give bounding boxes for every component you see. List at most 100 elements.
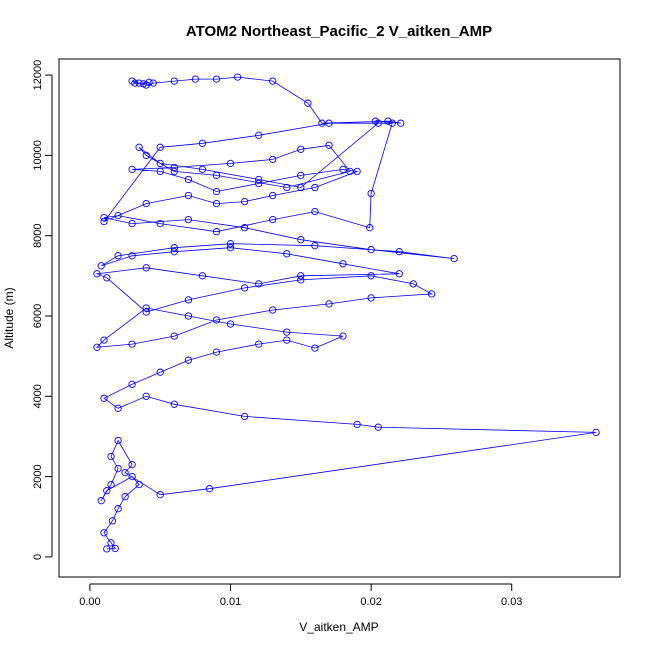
chart-title: ATOM2 Northeast_Pacific_2 V_aitken_AMP — [186, 23, 492, 40]
data-point — [184, 215, 193, 224]
data-point — [100, 394, 108, 402]
data-point — [395, 248, 403, 256]
data-point — [107, 539, 115, 547]
data-point — [212, 228, 221, 236]
data-point — [409, 280, 417, 288]
data-point — [121, 493, 129, 501]
y-tick-label: 4000 — [32, 384, 44, 408]
data-point — [395, 270, 403, 278]
data-point — [170, 77, 178, 85]
data-point — [255, 179, 263, 188]
data-point — [108, 517, 117, 525]
data-point — [156, 368, 164, 376]
data-point — [226, 244, 235, 252]
data-point — [170, 332, 178, 340]
data-point — [269, 155, 277, 164]
data-point — [135, 143, 143, 151]
data-point — [371, 117, 380, 125]
data-point — [283, 328, 291, 336]
data-point — [304, 99, 312, 107]
data-point — [240, 284, 249, 292]
data-point — [384, 117, 392, 125]
data-point — [283, 183, 291, 192]
y-tick-label: 2000 — [32, 464, 44, 488]
data-point — [114, 404, 122, 412]
data-point — [142, 308, 150, 316]
data-point — [297, 272, 305, 280]
plot-area — [93, 73, 600, 553]
data-point — [156, 143, 164, 151]
data-point — [103, 545, 111, 553]
data-point — [311, 344, 319, 352]
data-point — [107, 452, 115, 461]
data-point — [142, 151, 150, 160]
data-point — [114, 211, 122, 220]
data-point — [93, 343, 101, 351]
data-point — [131, 79, 139, 87]
data-point — [114, 252, 122, 260]
data-point — [212, 316, 221, 324]
y-axis-label: Altitude (m) — [2, 287, 16, 348]
data-point — [170, 248, 178, 256]
data-point — [233, 73, 242, 81]
data-point — [325, 119, 333, 127]
data-point — [397, 119, 405, 127]
series-line — [95, 76, 597, 550]
data-point — [212, 75, 221, 83]
x-tick-label: 0.00 — [79, 596, 100, 608]
data-point — [367, 189, 375, 198]
data-point — [353, 420, 361, 429]
data-point — [388, 119, 396, 127]
data-point — [103, 487, 111, 495]
data-point — [142, 199, 150, 208]
data-point — [156, 159, 164, 168]
data-point — [367, 272, 375, 280]
data-point — [269, 306, 277, 314]
data-point — [269, 77, 277, 85]
data-point — [145, 78, 153, 86]
y-tick-label: 12000 — [32, 60, 44, 91]
data-point — [297, 145, 305, 153]
data-point — [170, 167, 178, 176]
data-point — [269, 191, 277, 200]
data-point — [255, 131, 263, 139]
x-tick-label: 0.03 — [501, 596, 522, 608]
data-point — [283, 250, 291, 258]
data-point — [339, 165, 347, 174]
data-point — [226, 320, 235, 328]
data-point — [226, 159, 235, 168]
data-point — [212, 187, 221, 196]
data-point — [149, 79, 157, 87]
data-point — [121, 468, 129, 477]
data-point — [184, 175, 193, 184]
data-point — [255, 175, 263, 184]
data-point — [114, 464, 122, 473]
data-point — [100, 217, 108, 226]
data-point — [318, 119, 326, 127]
data-point — [128, 472, 136, 481]
data-point — [198, 139, 207, 147]
data-point — [128, 340, 136, 348]
data-point — [283, 336, 291, 344]
data-point — [325, 141, 333, 149]
data-point — [212, 348, 221, 356]
data-point — [297, 236, 305, 244]
data-point — [142, 264, 150, 272]
data-point — [198, 165, 207, 174]
data-point — [128, 165, 136, 174]
data-point — [205, 485, 214, 493]
data-point — [240, 197, 249, 206]
data-point — [100, 529, 108, 537]
x-tick-label: 0.02 — [360, 596, 381, 608]
plot-frame — [58, 58, 621, 578]
y-tick-label: 8000 — [32, 223, 44, 247]
data-point — [156, 219, 164, 228]
data-point — [156, 167, 164, 176]
data-point — [346, 167, 354, 176]
x-axis-label: V_aitken_AMP — [299, 620, 378, 634]
data-point — [170, 244, 178, 252]
data-point — [114, 436, 122, 445]
data-point — [269, 215, 277, 224]
y-tick-label: 6000 — [32, 304, 44, 328]
data-point — [297, 183, 305, 192]
